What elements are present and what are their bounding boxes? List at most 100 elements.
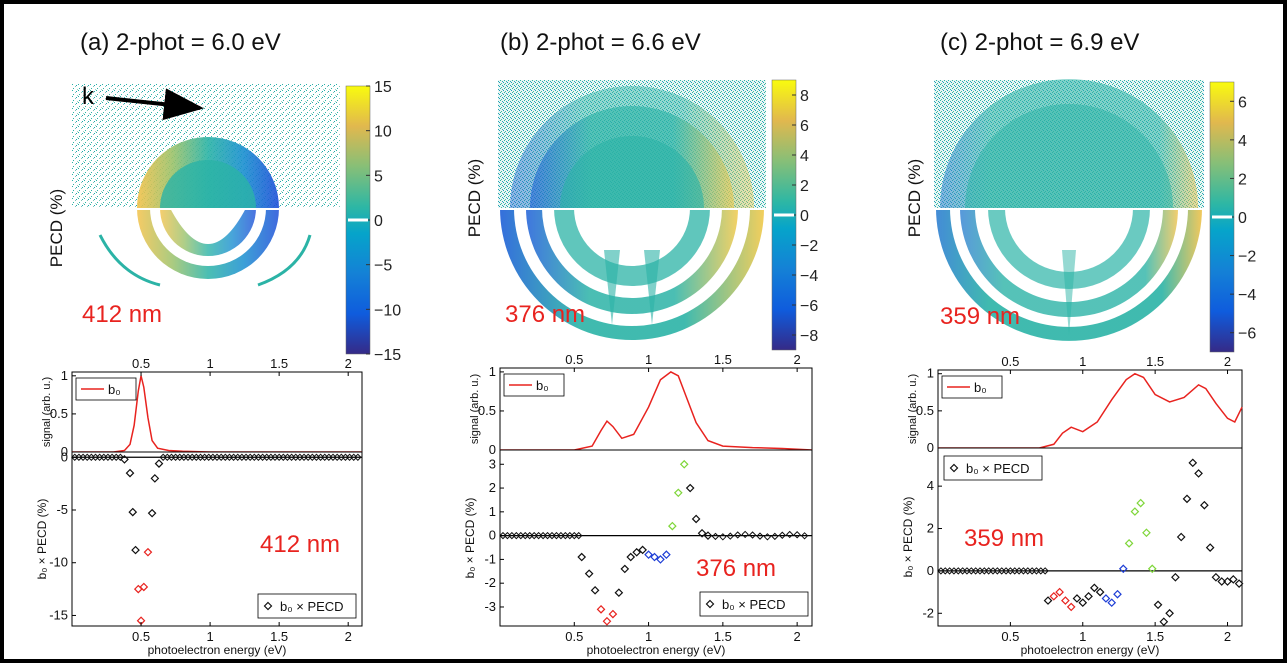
colorbar-tick-label: −15 <box>374 347 401 364</box>
pecd-marker <box>1043 596 1053 605</box>
pecd-marker <box>1153 600 1163 610</box>
pecd-marker <box>650 552 659 562</box>
signal-ylabel: signal (arb. u.) <box>907 374 919 444</box>
pecd-marker <box>1217 577 1227 586</box>
pecd-marker <box>626 552 636 562</box>
pecd-xlabel: photoelectron energy (eV) <box>148 643 287 657</box>
pecd-ytick-label: -1 <box>484 551 496 566</box>
signal-xtick-label: 1 <box>206 356 213 371</box>
pecd-marker <box>143 547 153 557</box>
k-label: k <box>82 83 95 110</box>
pecd-marker <box>800 532 809 540</box>
pecd-marker <box>584 569 594 579</box>
signal-xtick-label: 2 <box>1224 354 1231 369</box>
pecd-ytick-label: 3 <box>489 456 496 471</box>
signal-legend-box <box>75 377 137 401</box>
pecd-xlabel: photoelectron energy (eV) <box>1021 643 1160 657</box>
pecd-marker <box>656 555 665 564</box>
pecd-marker <box>756 532 764 540</box>
pecd-ytick-label: 0 <box>61 449 68 464</box>
pecd-marker <box>1147 564 1157 574</box>
pecd-marker <box>1182 494 1192 504</box>
pecd-marker <box>1078 598 1088 608</box>
pecd-marker <box>1228 575 1238 584</box>
pecd-legend-box <box>257 593 357 619</box>
colorbar-tick-label: 6 <box>1238 94 1247 111</box>
pecd-legend-label: b₀ × PECD <box>722 597 786 612</box>
pecd-marker <box>1124 539 1134 548</box>
pecd-marker <box>614 588 624 598</box>
colorbar-tick-label: 5 <box>374 168 383 185</box>
pecd-marker <box>1205 543 1215 552</box>
pecd-marker <box>1159 617 1169 627</box>
pecd-marker <box>662 550 671 559</box>
pecd-marker <box>1072 594 1082 603</box>
pecd-marker <box>673 488 683 498</box>
signal-ytick-label: 1 <box>927 366 934 381</box>
signal-ytick-label: 1 <box>489 364 496 379</box>
panel-title: (c) 2-phot = 6.9 eV <box>940 29 1139 56</box>
pecd-xtick-label: 1 <box>645 629 652 644</box>
panel-title: (a) 2-phot = 6.0 eV <box>80 29 281 56</box>
panel-c-plots: 0.5 1 1.5 2 0 0.5 1 signal (arb. u.) b₀ 0.5 1 1.5 2 4… <box>901 354 1244 657</box>
pecd-wavelength-label: 412 nm <box>260 531 340 558</box>
pecd-marker <box>1223 577 1232 586</box>
pecd-marker <box>1211 572 1221 582</box>
pecd-marker <box>602 616 612 626</box>
pecd-marker <box>1130 507 1140 516</box>
pecd-legend-label: b₀ × PECD <box>966 461 1030 476</box>
colorbar-tick-label: 2 <box>800 178 809 195</box>
pecd-marker <box>1113 589 1122 599</box>
colorbar-tick-label: −2 <box>800 238 818 255</box>
colorbar-tick-label: −5 <box>374 258 392 275</box>
colorbar-tick-label: 0 <box>800 208 809 225</box>
pecd-ytick-label: 1 <box>489 504 496 519</box>
colorbar-tick-label: 15 <box>374 79 392 96</box>
pecd-marker <box>1055 587 1064 597</box>
pecd-ytick-label: 0 <box>927 563 934 578</box>
pecd-ylabel: b₀ × PECD (%) <box>463 498 477 579</box>
pecd-marker <box>608 609 618 619</box>
signal-line <box>938 372 1243 449</box>
velocity-map-image <box>934 79 1204 341</box>
pecd-legend-box <box>943 455 1043 481</box>
panel-c: (c) 2-phot = 6.9 eV PECD (%) 359 nm 6 4 2 0… <box>905 29 1256 353</box>
colorbar-tick-label: 2 <box>1238 171 1247 188</box>
pecd-marker <box>1234 579 1244 588</box>
pecd-marker <box>697 528 707 538</box>
pecd-marker <box>596 605 606 614</box>
colorbar-tick-label: −4 <box>1238 287 1256 304</box>
colorbar-tick-label: −2 <box>1238 249 1256 266</box>
velocity-map-image <box>72 84 340 287</box>
pecd-marker <box>691 514 701 524</box>
pecd-ytick-label: -5 <box>56 502 68 517</box>
colorbar-tick-label: 6 <box>800 118 809 135</box>
pecd-xtick-label: 0.5 <box>132 629 150 644</box>
pecd-ylabel: b₀ × PECD (%) <box>35 499 49 580</box>
signal-ytick-label: 1 <box>61 368 68 383</box>
pecd-xtick-label: 1 <box>1079 629 1086 644</box>
signal-ytick-label: 0.5 <box>916 403 934 418</box>
pecd-marker <box>125 468 135 478</box>
signal-xtick-label: 1 <box>645 352 652 367</box>
pecd-marker <box>1200 500 1209 510</box>
signal-ytick-label: 0.5 <box>478 403 496 418</box>
pecd-ytick-label: 2 <box>927 521 934 536</box>
signal-ylabel: signal (arb. u.) <box>469 374 481 444</box>
pecd-legend-marker <box>949 463 959 473</box>
pecd-marker <box>1165 608 1174 618</box>
pecd-marker <box>1171 572 1180 582</box>
image-wavelength-label: 412 nm <box>82 301 162 328</box>
pecd-marker <box>575 531 583 540</box>
signal-xtick-label: 2 <box>345 356 352 371</box>
pecd-marker <box>644 550 653 559</box>
signal-ylabel: signal (arb. u.) <box>41 377 53 447</box>
colorbar: 8 6 4 2 0 −2 −4 −6 −8 <box>771 79 818 351</box>
panel-b-plots: 0.5 1 1.5 2 0 0.5 1 signal (arb. u.) b₀ 0.5 1 1.5 2 3… <box>463 352 813 657</box>
pecd-marker <box>1136 498 1146 508</box>
pecd-marker <box>685 483 695 493</box>
pecd-marker <box>139 582 149 592</box>
pecd-legend-label: b₀ × PECD <box>280 599 344 614</box>
pecd-xtick-label: 1 <box>206 629 213 644</box>
pecd-marker <box>154 459 164 468</box>
